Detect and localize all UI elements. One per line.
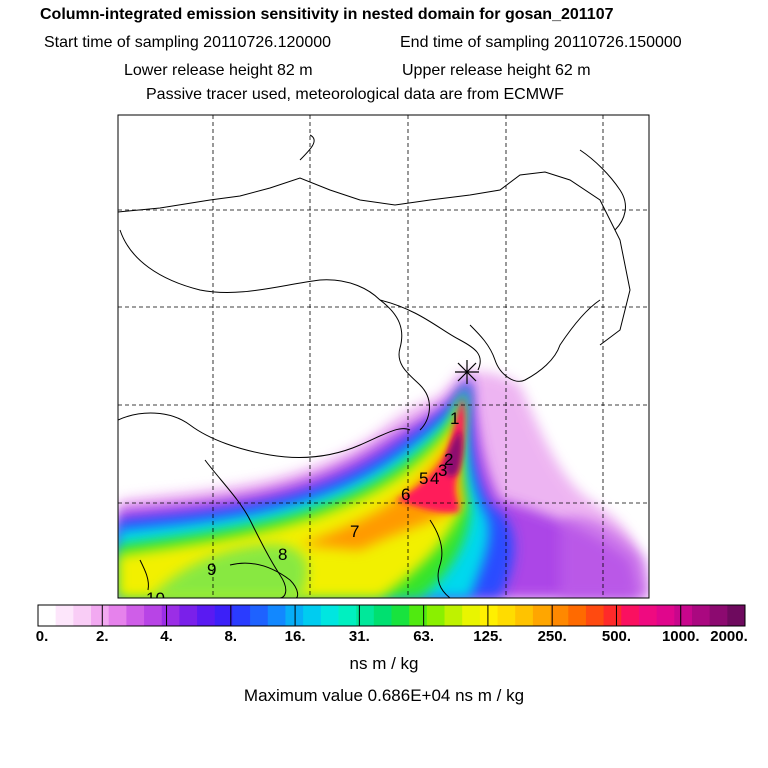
colorbar-swatch — [320, 605, 339, 626]
colorbar-swatch — [285, 605, 304, 626]
colorbar-swatch — [356, 605, 375, 626]
colorbar-swatch — [38, 605, 57, 626]
colorbar-swatch — [267, 605, 286, 626]
plume-core — [444, 430, 463, 477]
plume-layers — [118, 371, 649, 598]
plume-speckle-east — [560, 517, 649, 598]
plot-title: Column-integrated emission sensitivity i… — [40, 6, 614, 23]
colorbar-swatch — [515, 605, 534, 626]
map-frame — [117, 114, 650, 599]
colorbar-swatch — [444, 605, 463, 626]
colorbar-tick-label: 500. — [601, 628, 632, 645]
colorbar-swatch — [532, 605, 552, 626]
day-label: 1 — [450, 409, 459, 428]
colorbar-swatch — [479, 605, 499, 626]
colorbar-swatch — [250, 605, 269, 626]
day-label: 4 — [430, 469, 439, 488]
colorbar-tick-label: 1000. — [661, 628, 700, 645]
colorbar-swatch — [603, 605, 622, 626]
colorbar-swatch — [656, 605, 675, 626]
coastlines — [118, 134, 631, 598]
colorbar-swatch — [550, 605, 569, 626]
colorbar-swatch — [409, 605, 428, 626]
colorbar-swatch — [303, 605, 322, 626]
colorbar-swatch — [497, 605, 516, 626]
plume-red-zone — [396, 398, 465, 513]
colorbar-swatch — [338, 605, 357, 626]
colorbar-swatch — [55, 605, 74, 626]
colorbar-tick-label: 4. — [160, 628, 173, 645]
colorbar-swatch — [232, 605, 251, 626]
day-label: 7 — [350, 522, 359, 541]
day-label: 10 — [146, 589, 165, 608]
day-label: 2 — [444, 450, 453, 469]
colorbar-tick-label: 0. — [35, 628, 49, 645]
units-label: ns m / kg — [349, 654, 419, 673]
receptor-star-icon — [455, 360, 479, 384]
colorbar-swatch — [214, 605, 233, 626]
colorbar-frame — [37, 604, 746, 627]
colorbar-swatch — [674, 605, 693, 626]
colorbar-swatch — [373, 605, 392, 626]
graticule — [118, 115, 649, 598]
colorbar-tick-label: 250. — [537, 628, 567, 645]
plume-interior-green — [150, 544, 308, 598]
tracer-note: Passive tracer used, meteorological data… — [146, 86, 564, 103]
colorbar-swatch — [709, 605, 728, 626]
colorbar-tick-label: 63. — [413, 628, 435, 645]
colorbar — [37, 604, 746, 627]
colorbar-swatch — [691, 605, 711, 626]
upper-release-height: Upper release height 62 m — [402, 62, 591, 79]
day-label: 6 — [401, 485, 410, 504]
colorbar-swatch — [144, 605, 163, 626]
colorbar-tick-label: 31. — [348, 628, 370, 645]
colorbar-tick-label: 2. — [96, 628, 109, 645]
colorbar-swatch — [621, 605, 640, 626]
colorbar-swatch — [91, 605, 110, 626]
colorbar-swatch — [585, 605, 605, 626]
colorbar-swatch — [727, 605, 746, 626]
colorbar-swatch — [197, 605, 216, 626]
colorbar-swatch — [638, 605, 658, 626]
end-time: End time of sampling 20110726.150000 — [400, 34, 682, 51]
colorbar-swatch — [108, 605, 127, 626]
maximum-value: Maximum value 0.686E+04 ns m / kg — [243, 686, 525, 705]
day-label: 5 — [419, 469, 428, 488]
colorbar-swatch — [161, 605, 180, 626]
colorbar-swatch — [426, 605, 446, 626]
start-time: Start time of sampling 20110726.120000 — [44, 34, 332, 51]
colorbar-swatch — [73, 605, 92, 626]
day-label: 9 — [207, 560, 216, 579]
colorbar-swatch — [568, 605, 587, 626]
day-label: 3 — [438, 461, 447, 480]
colorbar-tick-label: 16. — [284, 628, 306, 645]
colorbar-swatch — [391, 605, 410, 626]
colorbar-swatch — [462, 605, 481, 626]
lower-release-height: Lower release height 82 m — [124, 62, 313, 79]
colorbar-swatch — [126, 605, 145, 626]
plume-yellow-zone — [118, 392, 464, 598]
day-label: 8 — [278, 545, 287, 564]
colorbar-tick-label: 8. — [224, 628, 238, 645]
colorbar-tick-label: 125. — [473, 628, 503, 645]
colorbar-tick-label: 2000. — [710, 628, 748, 645]
colorbar-swatch — [179, 605, 198, 626]
plume-orange-zone — [300, 396, 463, 550]
